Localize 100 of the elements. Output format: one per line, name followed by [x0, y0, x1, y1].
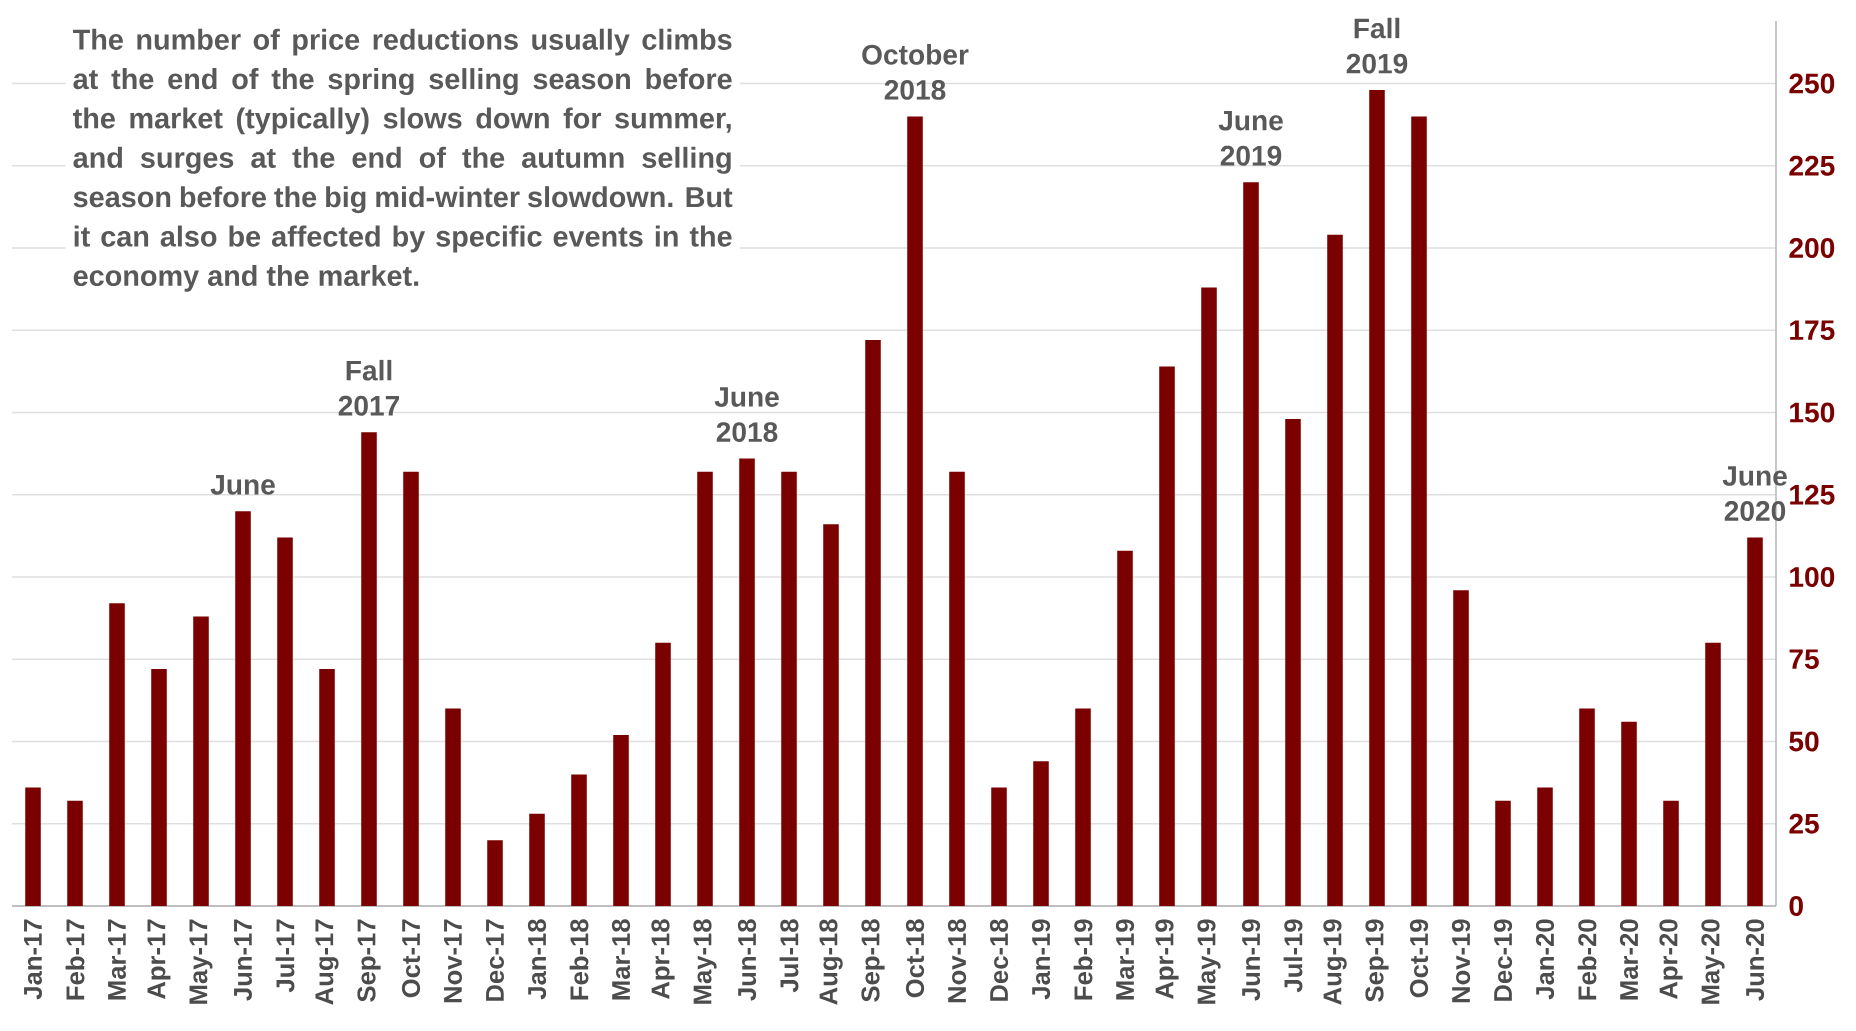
x-tick-label: Aug-18 [819, 919, 843, 1005]
bar [1033, 761, 1049, 906]
x-tick-label: May-19 [1197, 919, 1221, 1004]
y-tick-label: 150 [1790, 402, 1835, 423]
bar [25, 787, 41, 906]
y-tick-label: 125 [1790, 484, 1835, 505]
bar [1411, 116, 1427, 906]
bar [1285, 419, 1301, 906]
bar [445, 708, 461, 906]
bar [1201, 287, 1217, 906]
bar [1495, 800, 1511, 906]
bar [235, 511, 251, 906]
x-tick-label: Mar-18 [611, 919, 631, 1000]
bar [1579, 708, 1595, 906]
annotation: June 2020 [1722, 466, 1787, 521]
bar [1705, 642, 1721, 906]
x-tick-label: May-17 [189, 919, 213, 1004]
bar [1369, 90, 1385, 906]
x-tick-label: Jul-19 [1283, 919, 1303, 993]
bar [781, 471, 797, 906]
bar [949, 471, 965, 906]
x-tick-label: Feb-18 [569, 919, 589, 1000]
bar [1117, 550, 1133, 906]
x-tick-label: Sep-18 [861, 919, 885, 1002]
x-tick-label: Jan-20 [1535, 919, 1555, 1000]
x-tick-label: Apr-18 [651, 919, 675, 1000]
bar [1663, 800, 1679, 906]
x-tick-label: Sep-17 [357, 919, 381, 1002]
bar [1537, 787, 1553, 906]
x-tick-label: Oct-19 [1409, 919, 1429, 998]
annotation: Fall 2017 [338, 359, 400, 416]
y-tick-label: 100 [1790, 567, 1835, 587]
annotation: June 2019 [1218, 110, 1283, 166]
x-tick-label: Jan-19 [1031, 919, 1051, 1000]
y-tick-label: 75 [1789, 649, 1819, 670]
y-tick-label: 175 [1790, 320, 1835, 341]
bar [1453, 590, 1469, 906]
x-tick-label: May-18 [693, 919, 717, 1004]
bar [403, 471, 419, 906]
bar [697, 471, 713, 906]
bar [67, 800, 83, 906]
x-tick-label: Jun-17 [234, 919, 252, 1001]
x-tick-label: Apr-19 [1155, 919, 1179, 1000]
x-tick-label: Dec-18 [989, 919, 1009, 1001]
annotation: June [210, 475, 275, 495]
bar [529, 813, 545, 906]
bar [907, 116, 923, 906]
x-tick-label: Jun-18 [737, 919, 757, 1001]
x-tick-label: Nov-18 [947, 919, 967, 1003]
bar [319, 669, 335, 906]
bar [739, 458, 755, 906]
x-tick-label: Dec-19 [1493, 919, 1513, 1001]
x-tick-label: Oct-18 [905, 919, 925, 998]
annotation: The number of price reductions usually climbs at the end of the spring selling season before the market (typically) slows down for summer, and surges at the end of the autumn selling season before the big mid-winter slowdown. But it can also be affected by specific events in the economy and the market. [72, 28, 733, 292]
bar [1159, 366, 1175, 906]
bar [109, 603, 125, 906]
x-tick-label: Sep-19 [1365, 919, 1389, 1002]
x-tick-label: Feb-19 [1073, 919, 1093, 1000]
x-tick-label: Aug-17 [315, 919, 339, 1005]
x-tick-label: Nov-17 [444, 919, 462, 1003]
bar [571, 774, 587, 906]
y-tick-label: 225 [1789, 155, 1835, 176]
y-tick-label: 250 [1789, 73, 1835, 94]
x-tick-label: Jul-18 [779, 919, 799, 993]
bar [991, 787, 1007, 906]
bar [865, 340, 881, 906]
annotation: Fall 2019 [1346, 17, 1408, 74]
x-tick-label: Mar-17 [108, 919, 126, 1000]
x-tick-label: Jan-18 [527, 919, 547, 1000]
x-tick-label: Nov-19 [1451, 919, 1471, 1003]
x-tick-label: Apr-20 [1659, 919, 1683, 1000]
x-tick-label: Aug-19 [1323, 919, 1347, 1005]
y-tick-label: 0 [1789, 896, 1803, 916]
x-tick-label: Feb-20 [1577, 919, 1597, 1000]
bar [1327, 234, 1343, 906]
annotation: June 2018 [714, 387, 779, 443]
annotation: October 2018 [862, 44, 969, 100]
bar [613, 734, 629, 906]
bar [1747, 537, 1763, 906]
x-tick-label: Jun-20 [1745, 919, 1765, 1001]
bar [1075, 708, 1091, 906]
x-tick-label: Mar-20 [1619, 919, 1639, 1000]
x-tick-label: Jan-17 [24, 919, 42, 1000]
bar [655, 642, 671, 906]
x-tick-label: Apr-17 [147, 919, 171, 1000]
bar [277, 537, 293, 906]
x-tick-label: Oct-17 [401, 919, 421, 998]
bar [823, 524, 839, 906]
x-tick-label: Mar-19 [1115, 919, 1135, 1000]
bar [1621, 721, 1637, 906]
y-tick-label: 25 [1789, 813, 1819, 834]
bar [193, 616, 209, 906]
x-tick-label: Dec-17 [486, 919, 504, 1001]
x-tick-label: Jun-19 [1241, 919, 1261, 1001]
x-tick-label: Jul-17 [275, 919, 295, 993]
y-tick-label: 200 [1789, 238, 1835, 258]
y-tick-label: 50 [1789, 731, 1819, 752]
bar [361, 432, 377, 906]
bar [1243, 182, 1259, 906]
x-tick-label: May-20 [1701, 919, 1725, 1004]
